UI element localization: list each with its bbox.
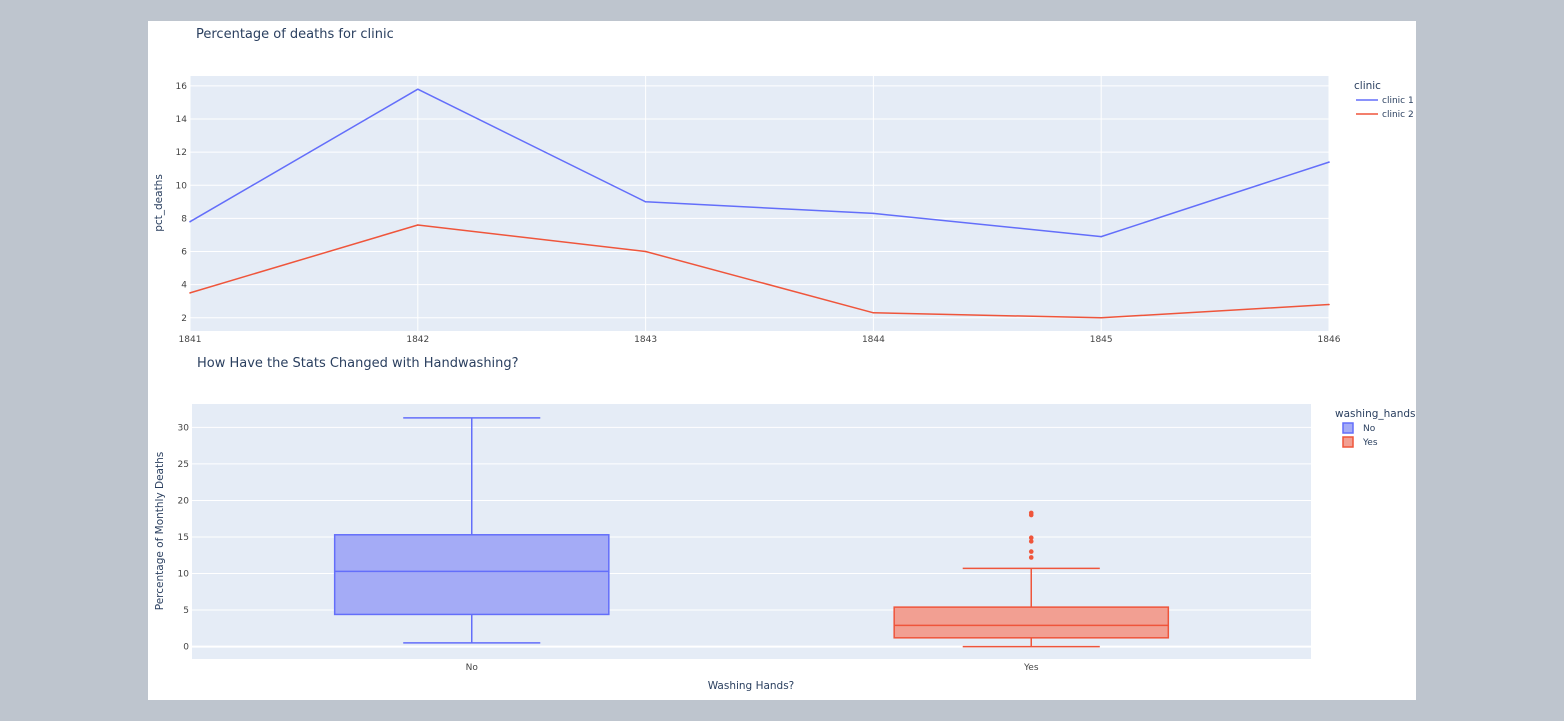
legend-label-yes: Yes [1362, 438, 1378, 448]
x-tick-label: 1842 [406, 335, 429, 345]
line-chart: Percentage of deaths for clinic 2 4 6 8 10 12… [153, 27, 1414, 345]
line-chart-legend[interactable]: clinic clinic 1 clinic 2 [1354, 80, 1414, 120]
legend-item-yes[interactable]: Yes [1342, 436, 1378, 448]
box-no[interactable] [333, 417, 610, 644]
box-chart-x-axis-title: Washing Hands? [708, 680, 795, 692]
box-chart-title: How Have the Stats Changed with Handwash… [197, 356, 519, 371]
y-tick-label: 20 [178, 496, 190, 506]
data-point-clinic-1 [1328, 161, 1330, 163]
data-point-clinic-1 [644, 201, 647, 203]
legend-label-clinic-1: clinic 1 [1382, 96, 1414, 106]
box-chart: How Have the Stats Changed with Handwash… [154, 356, 1416, 692]
y-tick-label: 2 [181, 314, 187, 324]
line-chart-y-ticks: 2 4 6 8 10 12 14 16 [176, 82, 188, 324]
y-tick-label: 6 [181, 248, 187, 258]
line-chart-plot-area [190, 76, 1329, 331]
legend-item-clinic-1[interactable]: clinic 1 [1356, 96, 1414, 106]
box-chart-legend[interactable]: washing_hands No Yes [1335, 408, 1416, 448]
data-point-clinic-2 [189, 292, 191, 294]
data-point-clinic-1 [1100, 235, 1102, 238]
line-chart-legend-title: clinic [1354, 80, 1381, 92]
y-tick-label: 25 [178, 460, 189, 470]
y-tick-label: 5 [183, 606, 189, 616]
data-point-clinic-1 [189, 220, 191, 223]
x-tick-label: 1841 [179, 335, 202, 345]
legend-label-clinic-2: clinic 2 [1382, 110, 1414, 120]
legend-swatch-no [1342, 422, 1354, 434]
outlier-point [1028, 539, 1034, 544]
y-tick-label: 15 [178, 533, 189, 543]
series-line-clinic-1 [189, 88, 1330, 238]
box-chart-grid [192, 426, 1311, 648]
legend-label-no: No [1363, 424, 1376, 434]
line-chart-series [189, 88, 1330, 319]
y-tick-label: 10 [178, 570, 190, 580]
x-tick-label: 1843 [634, 335, 657, 345]
line-chart-y-axis-title: pct_deaths [153, 174, 165, 232]
line-chart-x-ticks: 1841 1842 1843 1844 1845 1846 [179, 335, 1341, 345]
x-tick-label: 1844 [862, 335, 885, 345]
legend-item-no[interactable]: No [1342, 422, 1376, 434]
box-yes[interactable] [893, 510, 1170, 648]
x-tick-label: Yes [1023, 663, 1039, 673]
series-line-clinic-2 [189, 224, 1330, 319]
data-point-clinic-1 [872, 212, 875, 215]
y-tick-label: 10 [176, 181, 188, 191]
y-tick-label: 0 [183, 643, 189, 653]
box-chart-series [333, 417, 1170, 648]
x-tick-label: No [466, 663, 479, 673]
y-tick-label: 4 [181, 281, 187, 291]
box-chart-y-axis-title: Percentage of Monthly Deaths [154, 452, 166, 610]
data-point-clinic-2 [1328, 303, 1330, 306]
line-chart-grid [189, 76, 1330, 331]
box-chart-x-ticks: No Yes [466, 663, 1039, 673]
outlier-point [1028, 535, 1034, 541]
figure-card: Percentage of deaths for clinic 2 4 6 8 10 12… [148, 21, 1416, 700]
legend-item-clinic-2[interactable]: clinic 2 [1356, 110, 1414, 120]
data-point-clinic-1 [417, 88, 419, 91]
outlier-point [1028, 549, 1034, 554]
figure-svg: Percentage of deaths for clinic 2 4 6 8 10 12… [153, 27, 1416, 692]
y-tick-label: 16 [176, 82, 188, 92]
box-iqr [333, 534, 610, 616]
y-tick-label: 30 [178, 423, 190, 433]
y-tick-label: 12 [176, 148, 187, 158]
outlier-point [1028, 510, 1034, 516]
outlier-point [1028, 555, 1034, 560]
data-point-clinic-2 [872, 311, 875, 314]
y-tick-label: 8 [181, 214, 187, 224]
box-chart-y-ticks: 0 5 10 15 20 25 30 [178, 423, 190, 652]
x-tick-label: 1845 [1090, 335, 1113, 345]
box-chart-legend-title: washing_hands [1335, 408, 1416, 420]
legend-swatch-yes [1342, 436, 1354, 448]
data-point-clinic-2 [417, 224, 419, 226]
data-point-clinic-2 [644, 250, 647, 253]
box-iqr [893, 606, 1170, 639]
line-chart-title: Percentage of deaths for clinic [196, 27, 394, 42]
data-point-clinic-2 [1100, 316, 1102, 319]
x-tick-label: 1846 [1318, 335, 1341, 345]
y-tick-label: 14 [176, 115, 188, 125]
